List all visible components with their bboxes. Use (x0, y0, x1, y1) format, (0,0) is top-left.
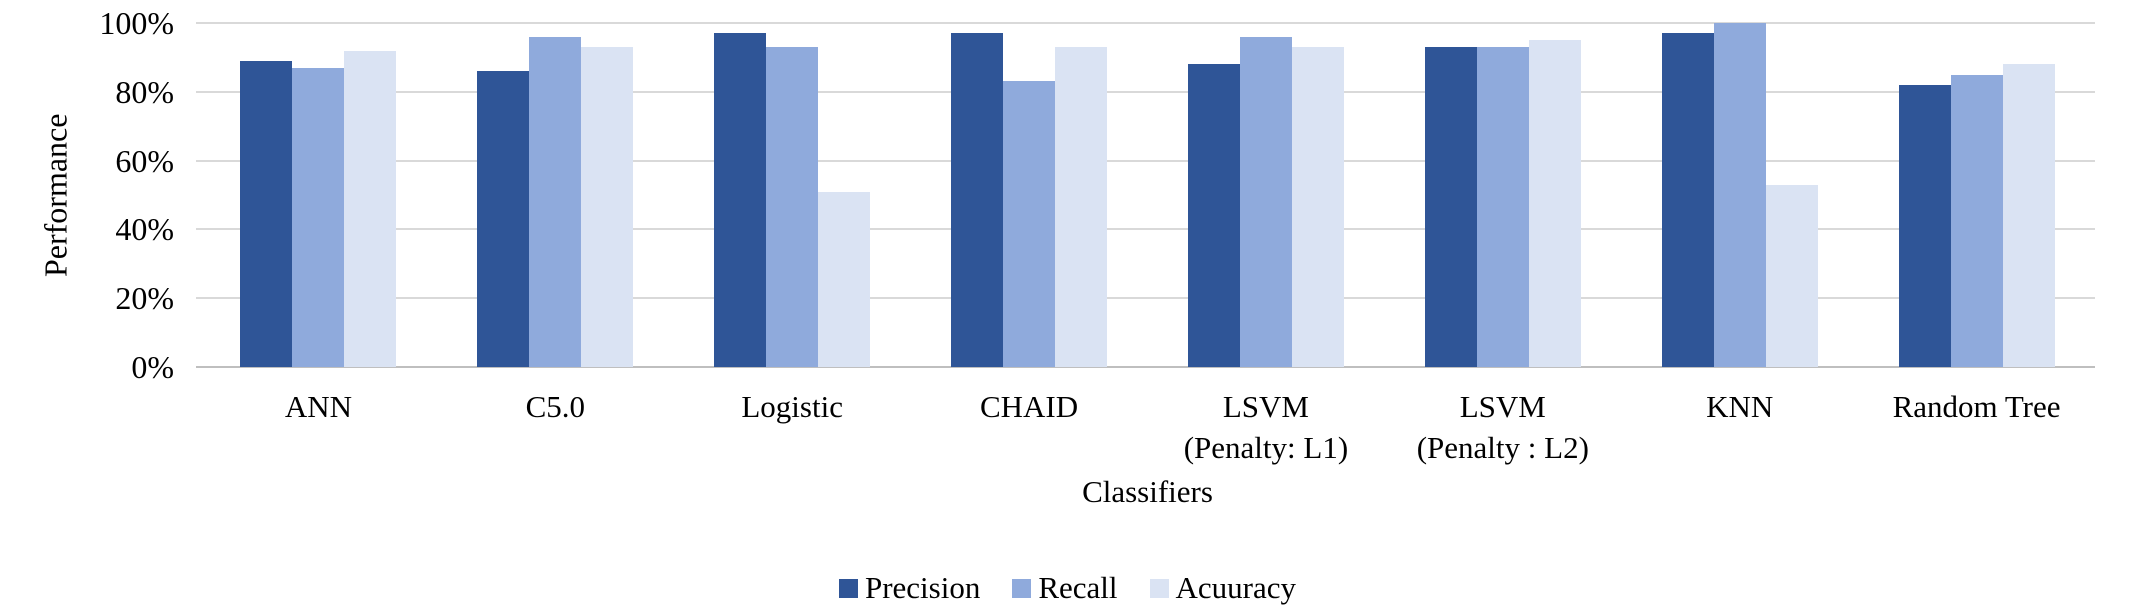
legend-label: Precision (864, 570, 981, 605)
bar-precision (951, 33, 1004, 367)
bar-acuuracy (2002, 64, 2055, 367)
bar-precision (477, 71, 530, 367)
bar-recall (292, 67, 345, 367)
category-label-line1: KNN (1706, 389, 1774, 424)
y-tick-label: 60% (115, 142, 174, 179)
category-label-line2: (Penalty : L2) (1416, 430, 1589, 465)
x-axis-labels: ANN C5.0 Logistic CHAID LSVM (Penalty: L1) LSV… (200, 386, 2095, 466)
category-label: CHAID (911, 386, 1148, 427)
bar-acuuracy (1291, 47, 1344, 367)
bar-precision (240, 60, 293, 367)
category-label: Logistic (674, 386, 911, 427)
category-label: ANN (200, 386, 437, 427)
bar-recall (1239, 36, 1292, 367)
bar-group (200, 23, 437, 367)
legend-swatch-icon (1012, 578, 1032, 598)
bar-group (1384, 23, 1621, 367)
category-label: KNN (1621, 386, 1858, 427)
category-label: LSVM (Penalty: L1) (1148, 386, 1385, 468)
category-label-line1: Random Tree (1892, 389, 2061, 424)
plot-area (196, 22, 2095, 368)
category-label-line1: CHAID (979, 389, 1079, 424)
bar-acuuracy (1765, 184, 1818, 367)
y-tick-label: 0% (131, 349, 174, 385)
bar-recall (529, 36, 582, 367)
bar-group (1621, 23, 1858, 367)
legend-swatch-icon (838, 578, 858, 598)
y-tick-label: 100% (99, 5, 174, 41)
x-axis-title: Classifiers (1082, 474, 1213, 509)
bar-acuuracy (818, 191, 871, 367)
bar-recall (1950, 74, 2003, 367)
bar-acuuracy (344, 50, 397, 367)
bar-precision (1898, 84, 1951, 367)
legend-item-precision: Precision (838, 570, 981, 606)
y-tick-label: 20% (115, 280, 174, 317)
category-label-line1: ANN (284, 389, 353, 424)
bar-precision (1661, 33, 1714, 367)
gridline (196, 159, 2095, 162)
bar-group (911, 23, 1148, 367)
legend-label: Recall (1038, 570, 1118, 605)
bar-recall (1713, 23, 1766, 367)
category-label-line1: LSVM (1459, 389, 1546, 424)
category-label-line1: Logistic (741, 389, 843, 424)
legend-label: Acuuracy (1175, 570, 1297, 605)
category-label: LSVM (Penalty : L2) (1384, 386, 1621, 468)
category-label: Random Tree (1858, 386, 2095, 427)
gridline (196, 228, 2095, 231)
y-tick-label: 80% (115, 73, 174, 110)
gridline (196, 297, 2095, 300)
bar-precision (714, 33, 767, 367)
legend: Precision Recall Acuuracy (0, 570, 2135, 606)
bar-group (1858, 23, 2095, 367)
category-label-line1: LSVM (1222, 389, 1309, 424)
bar-acuuracy (581, 47, 634, 367)
y-tick-label: 40% (115, 211, 174, 248)
bar-precision (1424, 47, 1477, 367)
legend-swatch-icon (1149, 578, 1169, 598)
bar-recall (1003, 81, 1056, 367)
bar-recall (766, 47, 819, 367)
bar-acuuracy (1055, 47, 1108, 367)
gridline (196, 366, 2095, 368)
legend-item-acuuracy: Acuuracy (1149, 570, 1297, 606)
bar-group (674, 23, 911, 367)
bar-precision (1187, 64, 1240, 367)
gridline (196, 22, 2095, 24)
bar-acuuracy (1528, 40, 1581, 367)
category-label-line2: (Penalty: L1) (1183, 430, 1349, 465)
category-label: C5.0 (437, 386, 674, 427)
gridline (196, 90, 2095, 93)
legend-item-recall: Recall (1012, 570, 1118, 606)
bar-recall (1476, 47, 1529, 367)
bar-group (1148, 23, 1385, 367)
bar-group (437, 23, 674, 367)
category-label-line1: C5.0 (525, 389, 586, 424)
